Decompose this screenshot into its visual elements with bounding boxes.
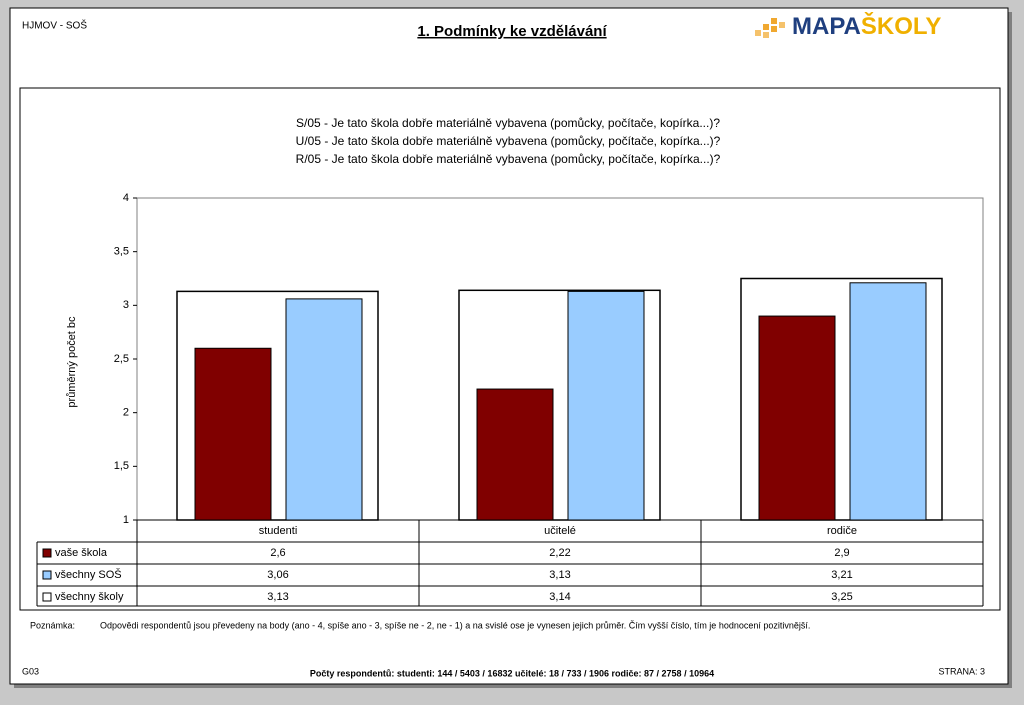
y-tick-label: 1,5: [114, 460, 129, 472]
table-value: 2,9: [834, 547, 849, 559]
y-axis-label: průměrný počet bc: [66, 316, 78, 408]
logo-left-text: MAPA: [792, 13, 861, 40]
y-tick-label: 3,5: [114, 246, 129, 258]
header-left: HJMOV - SOŠ: [22, 19, 87, 32]
table-value: 3,14: [549, 591, 570, 603]
legend-swatch: [42, 570, 52, 580]
y-tick-label: 4: [123, 192, 129, 204]
footer-right: STRANA: 3: [938, 666, 985, 676]
legend-swatch: [42, 548, 52, 558]
bar: [476, 388, 554, 521]
table-value: 3,21: [831, 569, 852, 581]
header-title: 1. Podmínky ke vzdělávání: [417, 23, 607, 40]
bar: [758, 315, 836, 521]
footer-center: Počty respondentů: studenti: 144 / 5403 …: [310, 668, 714, 678]
chart-title: R/05 - Je tato škola dobře materiálně vy…: [296, 152, 721, 166]
chart-title: U/05 - Je tato škola dobře materiálně vy…: [296, 134, 721, 148]
table-value: 2,6: [270, 547, 285, 559]
y-tick-label: 1: [123, 514, 129, 526]
x-tick-label: rodiče: [827, 525, 857, 537]
logo-squares: [755, 18, 785, 38]
logo-right-text: ŠKOLY: [861, 12, 941, 40]
note-text: Odpovědi respondentů jsou převedeny na b…: [100, 620, 810, 630]
y-tick-label: 2: [123, 407, 129, 419]
table-value: 2,22: [549, 547, 570, 559]
bar: [849, 282, 927, 521]
y-tick-label: 2,5: [114, 353, 129, 365]
legend-label: všechny školy: [55, 591, 124, 603]
chart-title: S/05 - Je tato škola dobře materiálně vy…: [296, 116, 720, 130]
bar: [285, 298, 363, 521]
logo-left: MAPAŠKOLY: [792, 12, 941, 40]
table-value: 3,06: [267, 569, 288, 581]
x-tick-label: učitelé: [544, 525, 576, 537]
bar: [194, 347, 272, 521]
y-tick-label: 3: [123, 299, 129, 311]
legend-swatch: [42, 592, 52, 602]
table-value: 3,13: [267, 591, 288, 603]
x-tick-label: studenti: [259, 525, 298, 537]
table-value: 3,25: [831, 591, 852, 603]
table-value: 3,13: [549, 569, 570, 581]
legend-label: všechny SOŠ: [55, 568, 122, 581]
bar: [567, 290, 645, 521]
note-label: Poznámka:: [30, 620, 75, 630]
legend-label: vaše škola: [55, 547, 108, 559]
footer-left: G03: [22, 666, 39, 676]
